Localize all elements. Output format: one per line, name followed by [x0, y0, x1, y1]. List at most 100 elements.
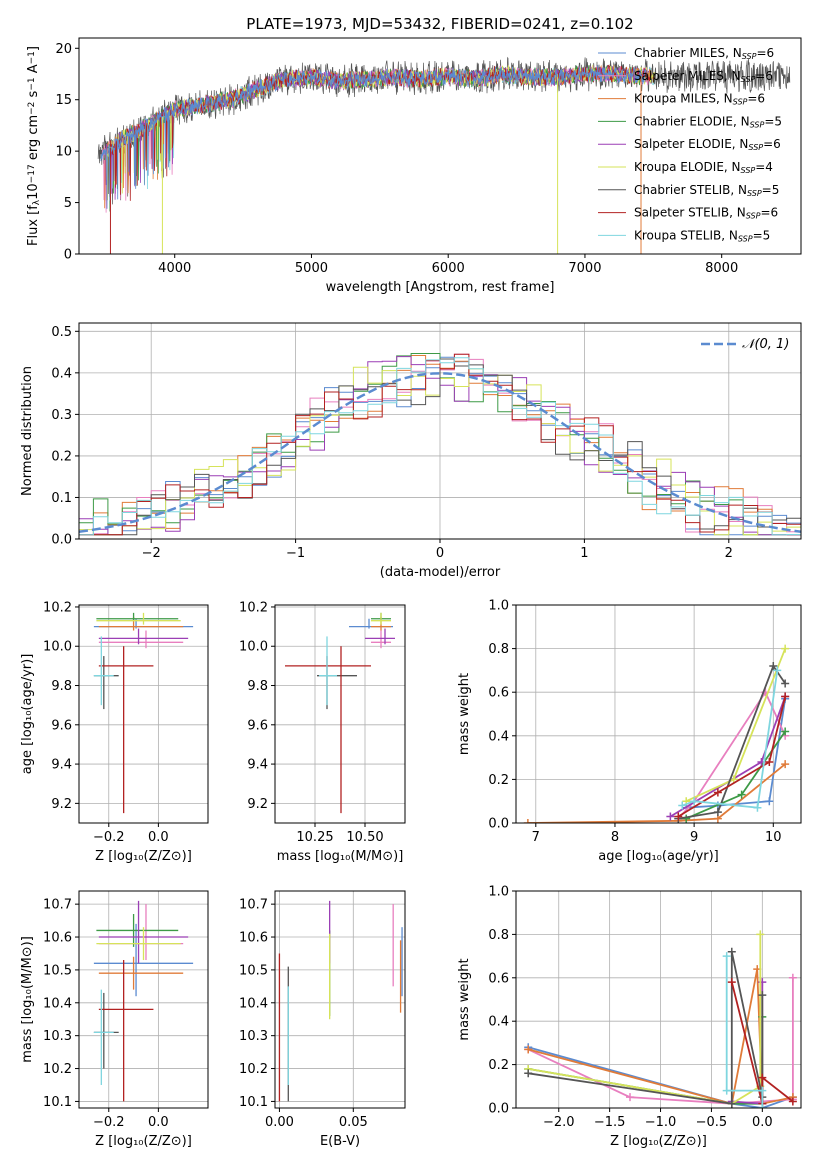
y-tick-label: 1.0 — [488, 599, 509, 614]
histogram-series-8 — [79, 357, 801, 536]
x-axis-label: mass [log₁₀(M/M⊙)] — [277, 849, 404, 864]
legend-label: Kroupa MILES, NSSP=6 — [634, 92, 765, 107]
legend-label-tail: =6 — [763, 137, 781, 151]
legend-label-tail: =6 — [747, 92, 765, 106]
x-tick-label: −0.5 — [696, 1115, 728, 1130]
y-axis-label: mass weight — [457, 673, 472, 755]
panel-weight-vs-Z: −2.0 −1.5 −1.0 −0.5 0.0 0.0 0.2 0.4 0.6 0.8 1.0 Z [… — [457, 885, 802, 1149]
axes-frame — [515, 890, 802, 1109]
plot-area — [516, 605, 801, 823]
legend-label-sub: SSP — [748, 143, 763, 152]
y-axis-label-part: −1 — [27, 51, 37, 64]
x-tick-label: −1 — [286, 546, 305, 561]
y-tick-label: 15 — [55, 93, 72, 108]
y-axis-label-part: erg cm — [26, 115, 41, 164]
legend-label-sub: SSP — [747, 189, 762, 198]
x-tick-label: 2 — [725, 546, 733, 561]
y-tick-label: 10.7 — [43, 898, 72, 913]
weight-marker — [722, 1086, 731, 1095]
weight-marker — [781, 679, 790, 688]
legend-label: Chabrier ELODIE, NSSP=5 — [634, 114, 782, 129]
axes-frame — [274, 604, 406, 824]
weight-marker — [713, 808, 722, 817]
weight-marker — [781, 760, 790, 769]
plot-area — [275, 891, 405, 1108]
y-axis-label-part: s — [26, 90, 41, 101]
x-tick-label: 10 — [765, 830, 782, 845]
spectrum-series-7 — [108, 64, 651, 201]
y-tick-label: 9.8 — [247, 679, 268, 694]
x-tick-label: 8 — [611, 830, 619, 845]
x-tick-label: 0 — [436, 546, 444, 561]
weight-marker — [781, 644, 790, 653]
y-tick-label: 10.1 — [43, 1095, 72, 1110]
y-tick-label: 10.4 — [43, 996, 72, 1011]
weight-marker — [781, 692, 790, 701]
plot-area — [79, 323, 801, 539]
x-tick-label: 7000 — [568, 261, 601, 276]
weight-marker — [758, 1086, 767, 1095]
weight-marker — [524, 1069, 533, 1078]
weight-marker — [727, 947, 736, 956]
spectrum-series-0 — [100, 65, 647, 209]
legend-label-tail: =5 — [764, 114, 782, 128]
histogram-series-7 — [79, 353, 801, 536]
x-tick-label: −0.2 — [93, 830, 125, 845]
y-tick-label: 1.0 — [488, 885, 509, 900]
weight-marker — [758, 1104, 767, 1108]
panel-weight-vs-age: 7 8 9 10 0.0 0.2 0.4 0.6 0.8 1.0 age [log₁₀(age/yr… — [457, 599, 802, 864]
weight-marker — [727, 978, 736, 987]
plot-area — [79, 605, 208, 823]
x-axis-label: Z [log₁₀(Z/Z⊙)] — [95, 1134, 192, 1149]
y-tick-label: 10.5 — [43, 963, 72, 978]
legend-label-sub: SSP — [738, 234, 753, 243]
y-axis-label-part: −1 — [27, 77, 37, 90]
panel-residuals: −2 −1 0 1 2 0.0 0.1 0.2 0.3 0.4 0.5 (data-model)/er… — [20, 322, 802, 580]
y-axis-label-part: 10 — [26, 183, 41, 200]
weight-marker — [769, 662, 778, 671]
x-tick-label: 7 — [532, 830, 540, 845]
x-axis-label: Z [log₁₀(Z/Z⊙)] — [95, 849, 192, 864]
weight-marker — [756, 930, 765, 939]
axes-frame — [274, 890, 406, 1109]
legend-label-text: Kroupa ELODIE, N — [634, 160, 741, 174]
y-tick-label: 10.6 — [43, 931, 72, 946]
y-tick-label: 10.1 — [239, 1095, 268, 1110]
legend-label: Salpeter STELIB, NSSP=6 — [634, 206, 778, 221]
y-axis-label: mass weight — [457, 958, 472, 1040]
weight-series-0 — [686, 698, 787, 809]
weight-marker — [524, 1045, 533, 1054]
x-tick-label: 0.0 — [148, 830, 169, 845]
legend-label-tail: =6 — [760, 206, 778, 220]
y-tick-label: 0.0 — [488, 1102, 509, 1117]
x-tick-label: 6000 — [432, 261, 465, 276]
y-tick-label: 10.3 — [239, 1029, 268, 1044]
legend-label-sub: SSP — [742, 52, 757, 61]
x-tick-label: −1.5 — [594, 1115, 626, 1130]
y-axis-label: Flux [fλ10−17 erg cm−2 s−1 A−1] — [26, 46, 42, 246]
x-tick-label: 0.05 — [339, 1115, 368, 1130]
legend-label-text: Salpeter ELODIE, N — [634, 137, 748, 151]
legend-label-tail: =5 — [753, 228, 771, 242]
plot-area — [275, 605, 405, 823]
y-tick-label: 0.5 — [51, 325, 72, 340]
y-tick-label: 10 — [55, 145, 72, 160]
weight-marker — [666, 812, 675, 821]
y-tick-label: 10.2 — [239, 600, 268, 615]
y-tick-label: 0.2 — [488, 773, 509, 788]
y-tick-label: 0.8 — [488, 928, 509, 943]
x-tick-label: 5000 — [295, 261, 328, 276]
y-axis-label: mass [log₁₀(M/M⊙)] — [20, 936, 35, 1063]
legend-label-text: Kroupa MILES, N — [634, 92, 733, 106]
weight-series-8 — [725, 956, 764, 1108]
weight-marker — [722, 952, 731, 961]
x-tick-label: 0.0 — [148, 1115, 169, 1130]
weight-marker — [626, 1093, 634, 1102]
spectrum-series-2 — [102, 64, 655, 209]
x-axis-label: Z [log₁₀(Z/Z⊙)] — [610, 1134, 707, 1149]
weight-marker — [773, 666, 782, 675]
y-axis-label-part: λ — [32, 199, 42, 205]
y-tick-label: 0.8 — [488, 642, 509, 657]
y-tick-label: 10.2 — [43, 1062, 72, 1077]
